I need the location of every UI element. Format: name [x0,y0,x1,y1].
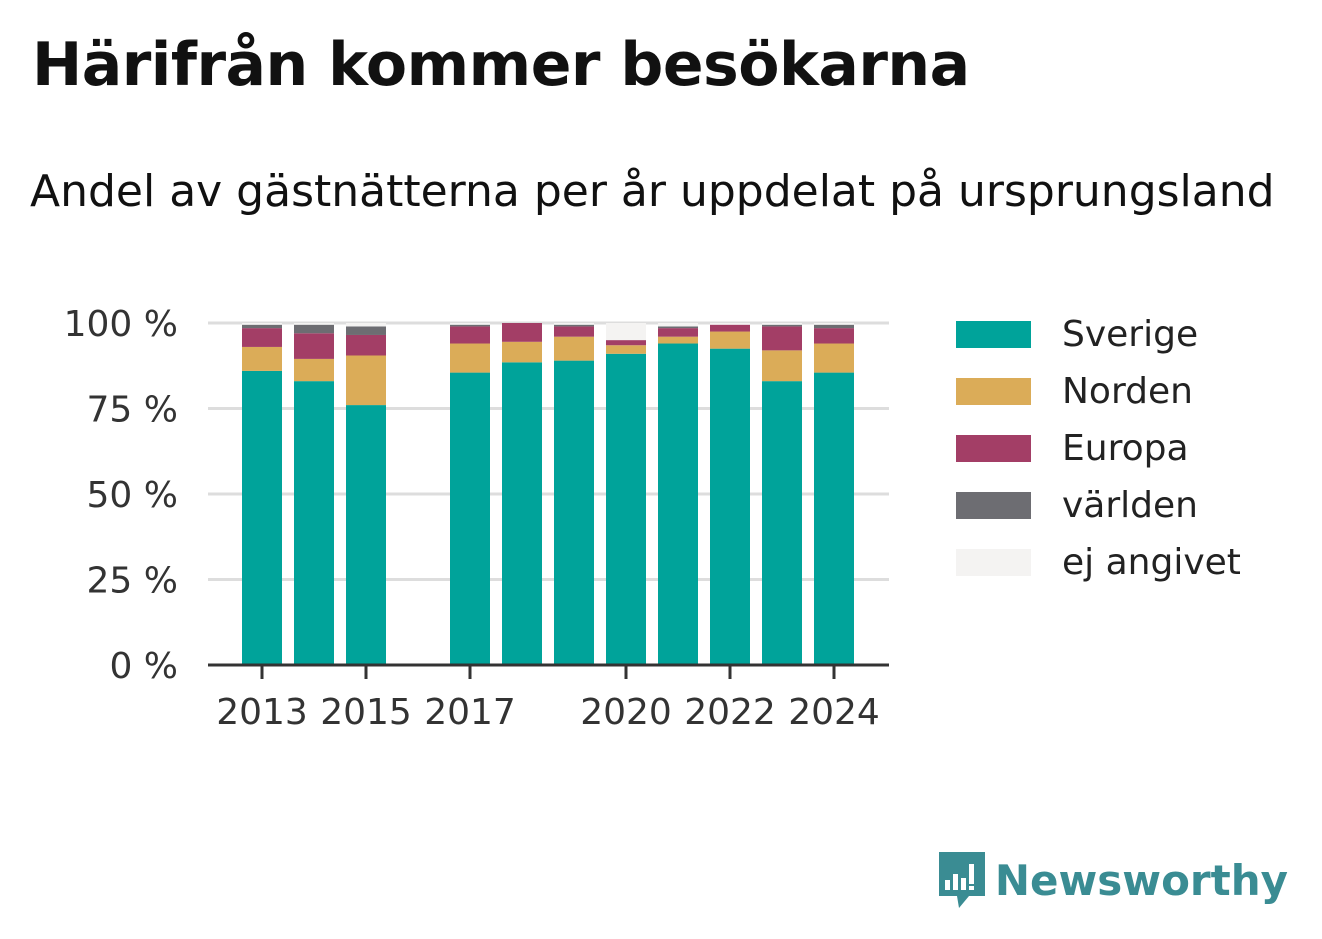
brand-name: Newsworthy [994,855,1288,905]
bar-segment [450,372,490,665]
bar-segment [242,323,282,325]
bar-segment [346,323,386,327]
bar-segment [814,372,854,665]
bar-segment [762,326,802,351]
bar-segment [710,323,750,325]
bar-segment [294,323,334,325]
bar-segment [814,328,854,344]
legend: Sverige Norden Europa världen ej angivet [956,306,1241,591]
chart-subtitle: Andel av gästnätterna per år uppdelat på… [30,166,1275,217]
bar-segment [658,328,698,337]
bar-segment [554,326,594,337]
x-tick-label: 2024 [788,692,880,733]
bar-segment [242,346,282,371]
bar-segment [502,323,542,342]
bar-segment [762,324,802,327]
bar-segment [294,358,334,382]
legend-swatch [956,492,1031,519]
legend-label: Europa [1062,428,1189,469]
bar-segment [450,324,490,327]
bar-segment [554,336,594,361]
chat-bar-chart-icon [938,852,985,908]
stacked-bar-chart: 0 % 25 % 50 % 75 % 100 % 2013 2015 2017 2020 202… [64,304,889,733]
bar-segment [710,348,750,665]
bar-segment [658,326,698,329]
bar-segment [762,381,802,665]
bar-segment [762,323,802,325]
legend-swatch [956,435,1031,462]
bar-segment [814,323,854,325]
legend-item: Europa [956,420,1241,477]
y-tick-label: 75 % [87,390,178,431]
bar-segment [294,324,334,334]
legend-swatch [956,378,1031,405]
y-tick-label: 0 % [109,646,178,687]
bar-segment [346,326,386,335]
bar-segment [554,360,594,665]
legend-item: ej angivet [956,534,1241,591]
legend-item: Norden [956,363,1241,420]
x-tick-label: 2013 [216,692,308,733]
bar-segment [346,405,386,665]
bar-segment [710,324,750,332]
bar-segment [242,328,282,347]
bar-segment [502,362,542,665]
y-tick-label: 50 % [87,475,178,516]
x-tick-label: 2020 [580,692,672,733]
x-tick-label: 2022 [684,692,776,733]
bar-segment [450,343,490,373]
y-tick-label: 100 % [64,304,178,345]
x-tick-label: 2017 [424,692,516,733]
bar-segment [710,331,750,349]
legend-swatch [956,549,1031,576]
bar-segment [294,333,334,359]
legend-label: ej angivet [1062,542,1241,583]
bar-segment [762,350,802,382]
legend-swatch [956,321,1031,348]
bar-segment [450,326,490,344]
bar-segment [554,324,594,327]
legend-label: världen [1062,485,1198,526]
bar-segment [606,353,646,665]
bar-segment [658,343,698,665]
bar-segment [658,336,698,344]
x-tick-label: 2015 [320,692,412,733]
bar-segment [606,340,646,346]
bar-segment [346,355,386,406]
bar-segment [814,343,854,373]
bar-segment [294,381,334,665]
legend-item: Sverige [956,306,1241,363]
x-axis-labels: 2013 2015 2017 2020 2022 2024 [216,665,880,733]
bar-segment [658,323,698,327]
bar-segment [450,323,490,325]
y-axis-labels: 0 % 25 % 50 % 75 % 100 % [64,304,178,687]
legend-label: Norden [1062,371,1193,412]
newsworthy-logo: Newsworthy [937,850,1288,910]
bars [242,323,854,665]
legend-item: världen [956,477,1241,534]
bar-segment [606,345,646,354]
bar-segment [346,334,386,356]
bar-segment [606,323,646,341]
bar-segment [242,370,282,665]
bar-segment [502,341,542,363]
bar-segment [814,324,854,329]
y-tick-label: 25 % [87,561,178,602]
bar-segment [554,323,594,325]
bar-segment [242,324,282,329]
legend-label: Sverige [1062,314,1199,355]
chart-title: Härifrån kommer besökarna [32,30,970,100]
